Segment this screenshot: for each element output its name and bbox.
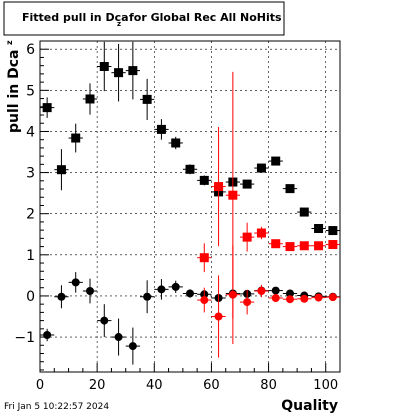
grid bbox=[39, 41, 340, 372]
data-point-circle bbox=[71, 278, 80, 287]
data-point-square bbox=[156, 124, 166, 134]
data-point-square bbox=[299, 207, 309, 217]
data-point-square bbox=[271, 156, 281, 166]
data-point-square bbox=[314, 223, 324, 233]
data-point-circle bbox=[243, 298, 252, 307]
data-point-circle bbox=[271, 286, 280, 295]
data-point-square bbox=[242, 232, 252, 242]
data-point-circle bbox=[57, 292, 66, 301]
data-point-circle bbox=[171, 282, 180, 291]
data-point-square bbox=[128, 66, 138, 76]
data-point-square bbox=[299, 241, 309, 251]
data-point-circle bbox=[43, 330, 52, 339]
x-tick-label: 100 bbox=[313, 378, 338, 393]
data-point-square bbox=[142, 94, 152, 104]
data-point-circle bbox=[257, 286, 266, 295]
y-tick-label: 0 bbox=[26, 289, 35, 305]
x-axis-label: Quality bbox=[281, 398, 338, 414]
data-point-square bbox=[328, 240, 338, 250]
data-point-circle bbox=[157, 285, 166, 294]
data-point-square bbox=[256, 163, 266, 173]
data-point-square bbox=[114, 68, 124, 78]
data-point-square bbox=[42, 103, 52, 113]
data-point-square bbox=[99, 61, 109, 71]
data-point-square bbox=[228, 190, 238, 200]
x-tick-label: 20 bbox=[89, 378, 106, 393]
y-tick-label: 3 bbox=[26, 166, 35, 182]
x-tick-label: 80 bbox=[260, 378, 277, 393]
plot-frame bbox=[39, 40, 341, 373]
x-tick-label: 0 bbox=[36, 378, 44, 393]
y-tick-label: −1 bbox=[14, 330, 35, 346]
data-point-circle bbox=[286, 289, 294, 298]
data-point-square bbox=[56, 165, 66, 175]
data-point-circle bbox=[228, 290, 237, 299]
data-point-square bbox=[328, 226, 338, 236]
data-point-circle bbox=[100, 316, 109, 325]
data-point-square bbox=[271, 239, 281, 249]
data-point-circle bbox=[286, 295, 294, 304]
data-point-square bbox=[285, 242, 295, 252]
x-tick-label: 40 bbox=[146, 378, 163, 393]
data-point-circle bbox=[114, 333, 123, 342]
data-point-square bbox=[85, 94, 95, 104]
data-point-circle bbox=[200, 296, 209, 305]
data-point-square bbox=[285, 184, 295, 194]
data-point-circle bbox=[86, 286, 94, 295]
title-box bbox=[3, 1, 285, 36]
data-point-circle bbox=[328, 293, 337, 302]
y-tick-label: 2 bbox=[26, 207, 35, 223]
data-point-circle bbox=[271, 293, 280, 302]
y-tick-label: 1 bbox=[26, 248, 35, 264]
data-point-square bbox=[214, 182, 224, 192]
y-tick-label: 6 bbox=[26, 42, 35, 58]
data-point-square bbox=[71, 133, 81, 143]
data-point-circle bbox=[314, 293, 323, 302]
axis-ticks: 0 20 40 60 80 100 −1 0 1 2 3 4 5 6 bbox=[14, 42, 341, 393]
data-point-square bbox=[185, 164, 195, 174]
data-point-circle bbox=[186, 289, 194, 298]
data-point-circle bbox=[214, 312, 223, 321]
data-point-circle bbox=[128, 342, 137, 351]
data-point-square bbox=[256, 228, 266, 238]
data-point-square bbox=[171, 138, 181, 148]
data-point-square bbox=[199, 253, 209, 263]
y-tick-label: 4 bbox=[26, 124, 35, 140]
x-tick-label: 60 bbox=[203, 378, 220, 393]
data-point-square bbox=[314, 241, 324, 251]
timestamp: Fri Jan 5 10:22:57 2024 bbox=[4, 402, 109, 412]
data-points bbox=[40, 41, 340, 365]
data-point-circle bbox=[300, 294, 309, 303]
y-axis-label: pull in Dca z bbox=[5, 40, 22, 133]
data-point-circle bbox=[143, 292, 152, 301]
chart-title: Fitted pull in Dca z for Global Rec All … bbox=[22, 11, 282, 29]
y-tick-label: 5 bbox=[26, 83, 35, 99]
data-point-square bbox=[242, 179, 252, 189]
data-point-square bbox=[199, 175, 209, 185]
